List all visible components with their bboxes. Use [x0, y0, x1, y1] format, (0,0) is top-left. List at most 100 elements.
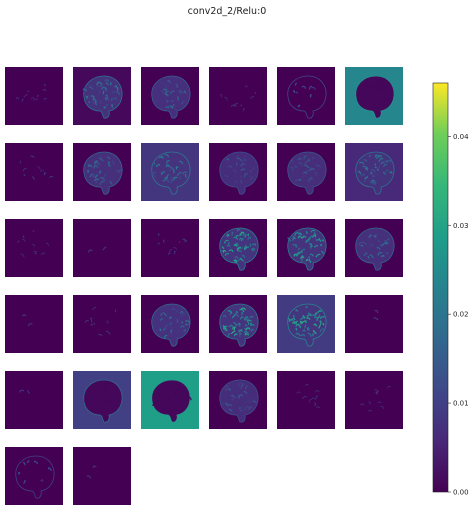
activation-stroke [98, 157, 104, 162]
feature-map-panel [277, 143, 335, 201]
colorbar-gradient [432, 82, 449, 493]
activation-stroke [99, 100, 103, 104]
activation-stroke [30, 155, 35, 158]
activation-stroke [159, 328, 162, 332]
activation-stroke [173, 308, 179, 313]
activation-stroke [248, 406, 253, 410]
activation-stroke [254, 91, 257, 95]
activation-stroke [360, 403, 365, 406]
activation-stroke [360, 173, 365, 177]
activation-stroke [385, 100, 391, 103]
activation-stroke [240, 175, 243, 179]
activation-stroke [231, 394, 236, 398]
activation-stroke [222, 325, 227, 330]
feature-map-panel [5, 143, 63, 201]
activation-stroke [306, 317, 311, 320]
activation-stroke [361, 169, 365, 174]
activation-stroke [319, 320, 322, 325]
activation-stroke [22, 168, 27, 172]
activation-stroke [178, 396, 182, 401]
activation-stroke [181, 321, 183, 324]
panel-background [5, 371, 63, 429]
activation-stroke [297, 157, 302, 160]
activation-stroke [92, 173, 96, 178]
activation-stroke [377, 86, 383, 90]
activation-stroke [43, 172, 47, 176]
activation-stroke [377, 155, 383, 159]
activation-stroke [97, 388, 101, 391]
activation-stroke [162, 385, 168, 389]
activation-stroke [292, 236, 296, 239]
activation-stroke [364, 176, 369, 180]
activation-stroke [223, 326, 226, 330]
feature-map-panel [73, 143, 131, 201]
activation-stroke [49, 175, 54, 178]
activation-stroke [241, 311, 243, 316]
activation-stroke [176, 401, 182, 406]
activation-stroke [179, 160, 184, 164]
colorbar-tick-label: 0.04 [453, 133, 469, 141]
activation-stroke [157, 392, 160, 397]
activation-stroke [185, 323, 189, 326]
activation-stroke [315, 164, 321, 168]
activation-stroke [295, 323, 300, 327]
activation-stroke [180, 325, 185, 328]
activation-stroke [105, 381, 109, 385]
activation-stroke [231, 231, 234, 236]
panel-background [5, 447, 63, 505]
activation-stroke [105, 94, 108, 99]
activation-stroke [170, 179, 175, 184]
activation-stroke [40, 252, 45, 255]
activation-stroke [236, 242, 239, 246]
activation-stroke [164, 324, 169, 329]
activation-stroke [227, 333, 231, 337]
activation-stroke [92, 307, 97, 311]
activation-stroke [376, 246, 381, 250]
activation-stroke [107, 161, 111, 165]
activation-stroke [159, 156, 164, 159]
activation-stroke [115, 91, 120, 96]
activation-stroke [387, 90, 392, 94]
activation-stroke [153, 163, 158, 166]
activation-stroke [294, 179, 298, 182]
brain-shape [287, 75, 327, 119]
activation-stroke [105, 172, 109, 175]
activation-stroke [32, 230, 35, 233]
panel-background [5, 295, 63, 353]
activation-stroke [235, 162, 238, 166]
activation-stroke [45, 242, 50, 246]
activation-stroke [307, 332, 312, 337]
activation-stroke [312, 314, 316, 319]
activation-stroke [367, 409, 372, 412]
activation-stroke [233, 103, 239, 107]
feature-map-panel [141, 295, 199, 353]
activation-stroke [170, 401, 174, 405]
activation-stroke [82, 88, 87, 92]
activation-stroke [315, 316, 319, 321]
activation-stroke [159, 402, 164, 405]
activation-stroke [310, 229, 316, 233]
activation-stroke [315, 390, 320, 393]
activation-stroke [152, 166, 158, 170]
activation-stroke [302, 315, 306, 319]
activation-stroke [372, 174, 375, 178]
activation-stroke [359, 161, 365, 165]
activation-stroke [310, 179, 313, 183]
activation-stroke [221, 246, 225, 249]
activation-stroke [304, 164, 310, 169]
activation-stroke [16, 240, 20, 244]
activation-stroke [23, 174, 26, 177]
activation-stroke [300, 250, 303, 254]
activation-stroke [300, 317, 306, 321]
activation-stroke [368, 401, 371, 405]
activation-stroke [322, 322, 325, 326]
activation-stroke [234, 243, 237, 247]
activation-stroke [83, 399, 89, 403]
activation-stroke [26, 90, 30, 93]
activation-stroke [374, 172, 378, 175]
activation-stroke [233, 236, 238, 240]
activation-stroke [305, 383, 309, 387]
activation-stroke [108, 396, 113, 400]
activation-stroke [385, 251, 389, 255]
